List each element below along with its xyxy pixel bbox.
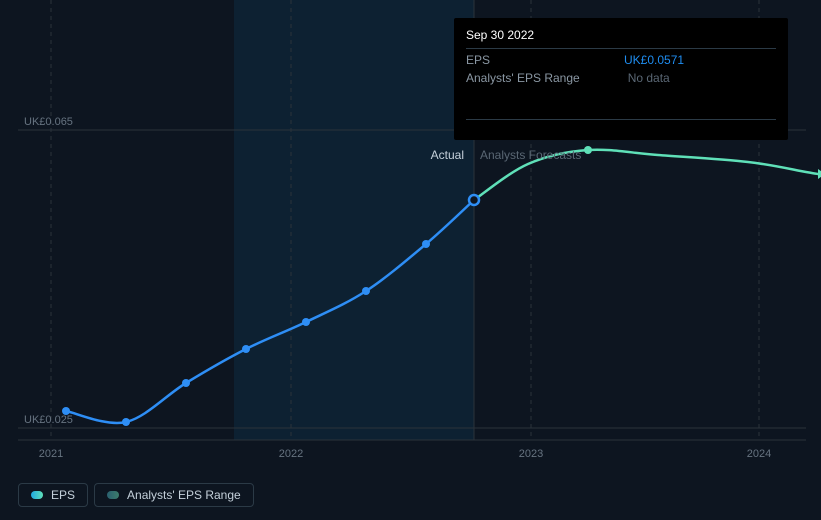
x-tick-label: 2023 xyxy=(519,448,543,460)
legend-swatch-icon xyxy=(31,491,43,499)
y-tick-label: UK£0.065 xyxy=(24,116,73,130)
tooltip-row: EPS UK£0.0571 xyxy=(466,51,776,69)
x-tick-label: 2024 xyxy=(747,448,771,460)
legend-label: Analysts' EPS Range xyxy=(127,488,241,502)
actual-label: Actual xyxy=(431,148,464,162)
tooltip-row: Analysts' EPS Range No data xyxy=(466,69,776,87)
tooltip-value: No data xyxy=(628,69,670,87)
y-tick-label: UK£0.025 xyxy=(24,414,73,428)
tooltip-divider xyxy=(466,119,776,120)
tooltip-key: Analysts' EPS Range xyxy=(466,69,580,87)
chart-tooltip: Sep 30 2022 EPS UK£0.0571 Analysts' EPS … xyxy=(454,18,788,140)
legend-swatch-icon xyxy=(107,491,119,499)
chart-legend: EPS Analysts' EPS Range xyxy=(18,483,254,507)
legend-label: EPS xyxy=(51,488,75,502)
tooltip-value: UK£0.0571 xyxy=(624,51,684,69)
legend-item-eps[interactable]: EPS xyxy=(18,483,88,507)
x-tick-label: 2022 xyxy=(279,448,303,460)
legend-item-analysts-range[interactable]: Analysts' EPS Range xyxy=(94,483,254,507)
tooltip-divider xyxy=(466,48,776,49)
tooltip-date: Sep 30 2022 xyxy=(466,28,776,42)
x-tick-label: 2021 xyxy=(39,448,63,460)
tooltip-key: EPS xyxy=(466,51,576,69)
forecast-label: Analysts Forecasts xyxy=(480,148,581,162)
chart-container: UK£0.065 UK£0.025 2021 2022 2023 2024 Ac… xyxy=(0,0,821,520)
